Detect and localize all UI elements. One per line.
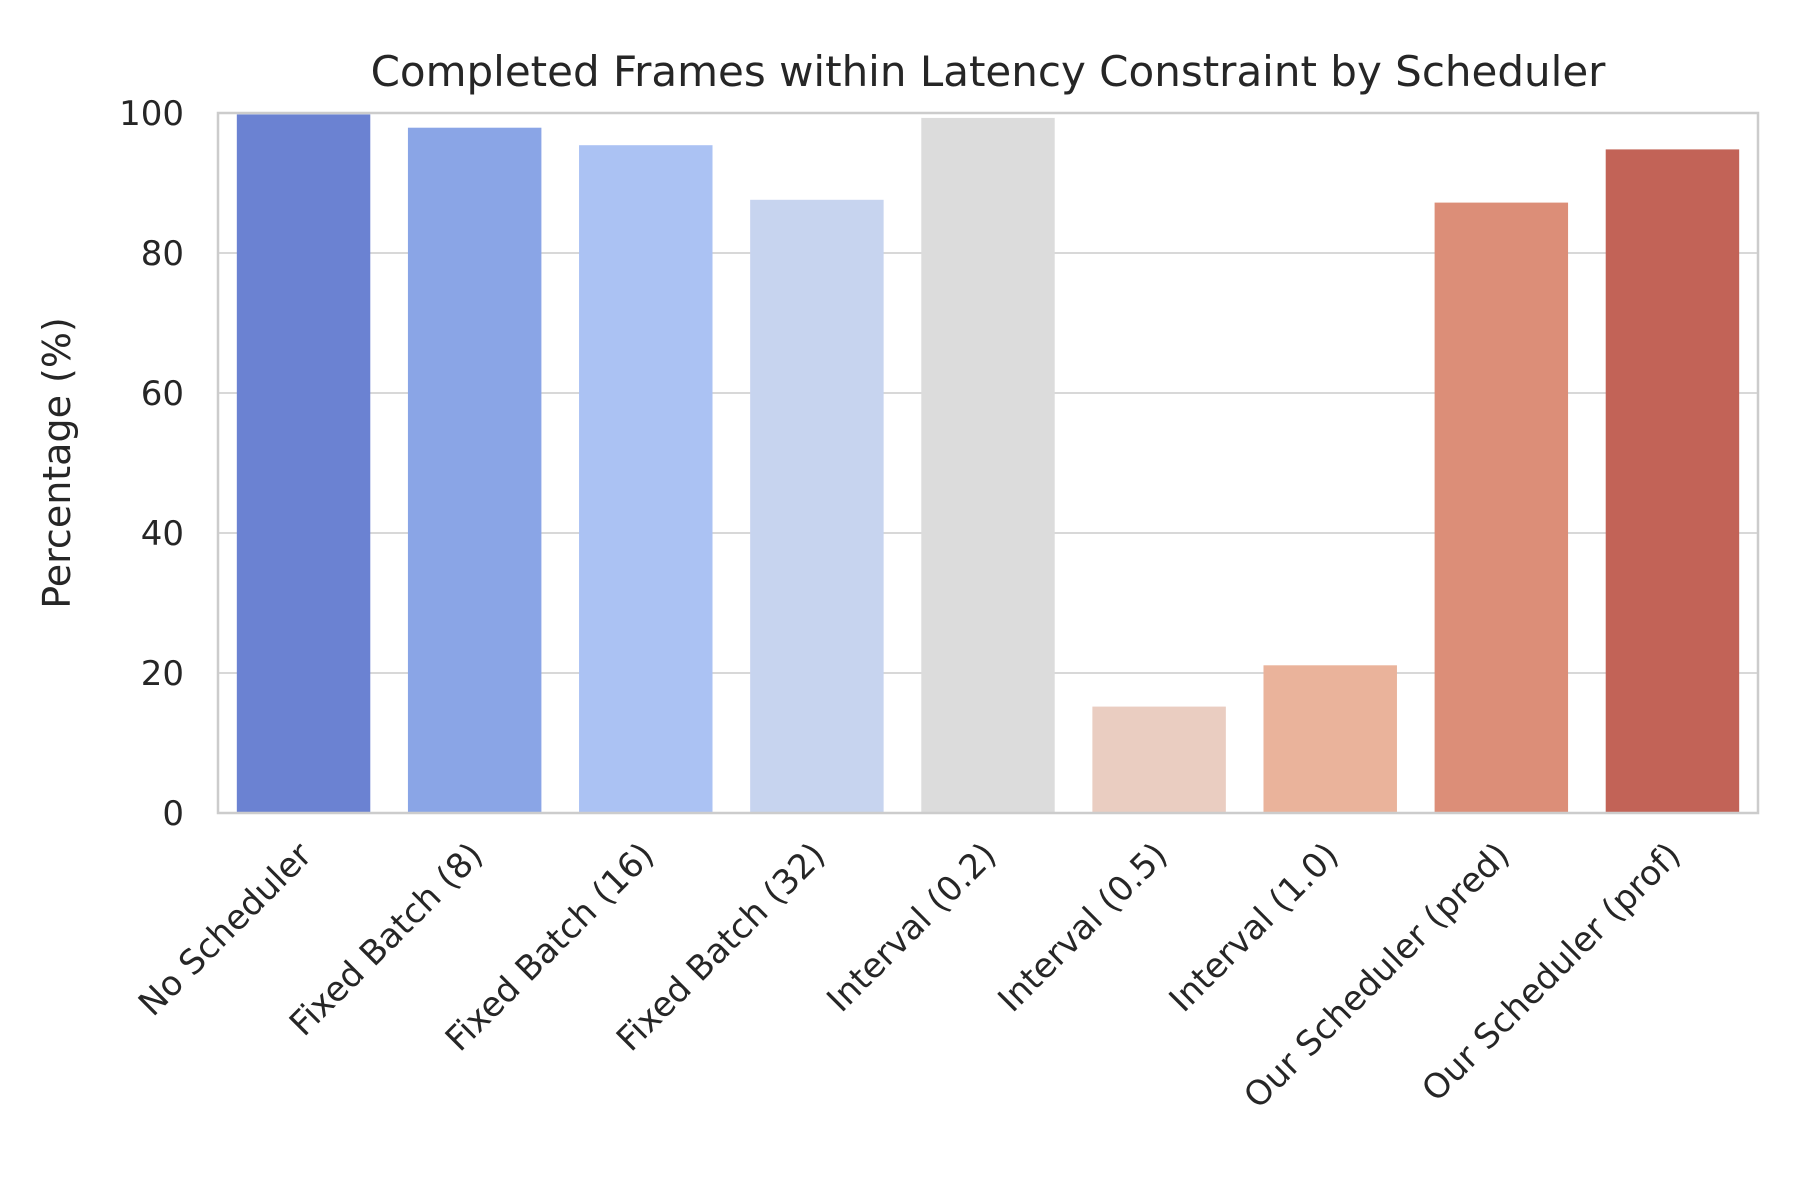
x-tick-label: Interval (1.0) xyxy=(1162,835,1347,1020)
bars xyxy=(236,114,1740,814)
bar xyxy=(407,127,542,813)
bar xyxy=(1434,202,1569,814)
bar xyxy=(921,117,1055,813)
x-tick-label: No Scheduler xyxy=(131,835,320,1024)
x-tick-label: Interval (0.5) xyxy=(990,835,1175,1020)
bar xyxy=(579,145,713,813)
x-tick-label: Interval (0.2) xyxy=(819,835,1004,1020)
bar xyxy=(1605,149,1740,813)
bar xyxy=(750,199,884,814)
y-tick-label: 60 xyxy=(141,374,184,414)
y-tick-label: 40 xyxy=(141,514,184,554)
chart-title: Completed Frames within Latency Constrai… xyxy=(371,47,1607,96)
y-tick-label: 0 xyxy=(162,794,184,834)
y-tick-labels: 0 20 40 60 80 100 xyxy=(119,94,184,834)
plot-frame xyxy=(216,111,1760,815)
y-tick-label: 20 xyxy=(141,654,184,694)
bar xyxy=(236,114,371,813)
bar xyxy=(1092,706,1226,813)
y-axis-label: Percentage (%) xyxy=(35,317,79,609)
bar xyxy=(1263,665,1397,813)
y-tick-label: 100 xyxy=(119,94,184,134)
y-tick-label: 80 xyxy=(141,234,184,274)
